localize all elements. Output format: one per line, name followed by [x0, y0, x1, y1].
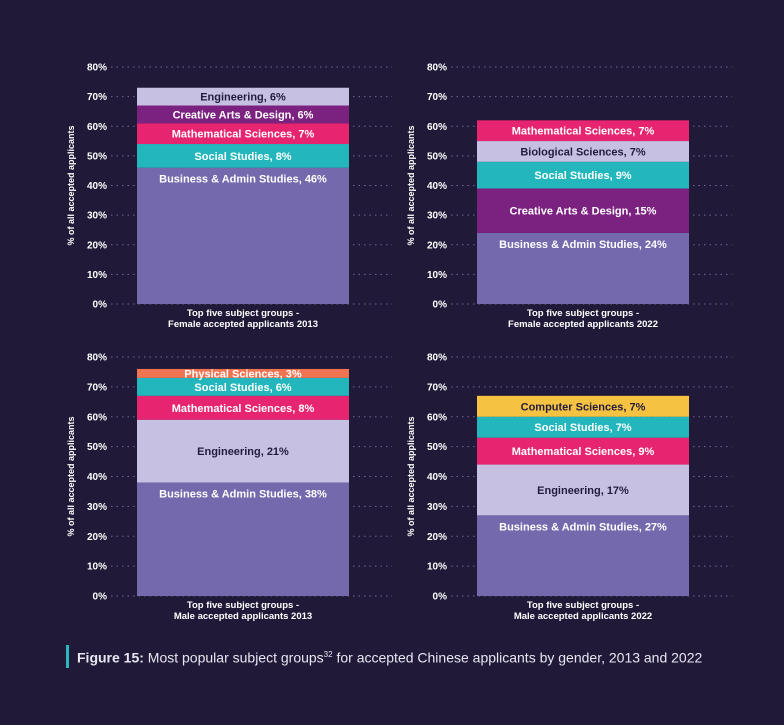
- chart-subtitle: Top five subject groups -: [187, 308, 299, 319]
- data-label: Mathematical Sciences, 9%: [512, 446, 655, 458]
- y-tick-label: 40%: [87, 181, 107, 192]
- data-label: Social Studies, 9%: [534, 170, 631, 182]
- y-tick-label: 30%: [427, 502, 447, 513]
- y-tick-label: 60%: [427, 122, 447, 133]
- y-tick-label: 10%: [87, 562, 107, 573]
- y-tick-label: 0%: [433, 592, 448, 603]
- y-tick-label: 60%: [87, 412, 107, 423]
- data-label: Computer Sciences, 7%: [521, 401, 646, 413]
- data-label: Business & Admin Studies, 46%: [159, 174, 327, 186]
- y-tick-label: 40%: [87, 472, 107, 483]
- chart-subtitle: Top five subject groups -: [527, 308, 639, 319]
- data-label: Social Studies, 7%: [534, 422, 631, 434]
- y-axis-label: % of all accepted applicants: [406, 416, 416, 536]
- data-label: Business & Admin Studies, 24%: [499, 239, 667, 251]
- caption-text-after: for accepted Chinese applicants by gende…: [332, 649, 703, 666]
- chart-subtitle: Top five subject groups -: [527, 600, 639, 611]
- y-tick-label: 40%: [427, 181, 447, 192]
- y-tick-label: 50%: [427, 151, 447, 162]
- caption-text: Most popular subject groups: [147, 649, 324, 666]
- bar-segment: [477, 437, 689, 465]
- y-tick-label: 50%: [427, 442, 447, 453]
- bar-segment: [137, 167, 349, 304]
- data-label: Creative Arts & Design, 6%: [173, 109, 314, 121]
- data-label: Business & Admin Studies, 38%: [159, 488, 327, 500]
- y-tick-label: 70%: [87, 382, 107, 393]
- y-tick-label: 10%: [427, 562, 447, 573]
- chart-subtitle: Female accepted applicants 2022: [508, 319, 658, 330]
- bar-segment: [477, 141, 689, 162]
- y-axis-label: % of all accepted applicants: [66, 416, 76, 536]
- y-tick-label: 20%: [427, 240, 447, 251]
- bar-segment: [477, 464, 689, 516]
- y-tick-label: 50%: [87, 442, 107, 453]
- data-label: Physical Sciences, 3%: [184, 368, 302, 380]
- y-tick-label: 30%: [87, 502, 107, 513]
- caption-footnote: 32: [323, 650, 333, 659]
- bar-segment: [137, 482, 349, 596]
- data-label: Social Studies, 8%: [194, 151, 291, 163]
- y-tick-label: 20%: [427, 532, 447, 543]
- y-tick-label: 80%: [427, 63, 447, 74]
- bar-segment: [137, 144, 349, 168]
- bar-segment: [477, 416, 689, 438]
- chart-subtitle: Female accepted applicants 2013: [168, 319, 318, 330]
- y-tick-label: 70%: [427, 382, 447, 393]
- chart-subtitle: Male accepted applicants 2022: [514, 611, 652, 622]
- bar-segment: [477, 232, 689, 304]
- y-tick-label: 0%: [93, 592, 108, 603]
- bar-segment: [477, 188, 689, 233]
- data-label: Mathematical Sciences, 7%: [512, 126, 655, 138]
- caption-label: Figure 15:: [77, 649, 144, 666]
- y-tick-label: 20%: [87, 240, 107, 251]
- bar-segment: [137, 87, 349, 106]
- y-tick-label: 50%: [87, 151, 107, 162]
- chart-subtitle: Top five subject groups -: [187, 600, 299, 611]
- data-label: Business & Admin Studies, 27%: [499, 521, 667, 533]
- y-tick-label: 80%: [87, 63, 107, 74]
- data-label: Engineering, 21%: [197, 446, 289, 458]
- bar-segment: [477, 395, 689, 417]
- y-tick-label: 30%: [427, 211, 447, 222]
- bar-segment: [137, 123, 349, 145]
- figure-caption: Figure 15: Most popular subject groups32…: [66, 645, 702, 668]
- y-tick-label: 0%: [433, 300, 448, 311]
- bar-segment: [137, 105, 349, 124]
- bar-segment: [137, 377, 349, 396]
- y-tick-label: 60%: [87, 122, 107, 133]
- bar-segment: [137, 368, 349, 378]
- y-tick-label: 60%: [427, 412, 447, 423]
- y-tick-label: 0%: [93, 300, 108, 311]
- bar-segment: [477, 120, 689, 142]
- y-tick-label: 70%: [87, 92, 107, 103]
- y-tick-label: 40%: [427, 472, 447, 483]
- y-axis-label: % of all accepted applicants: [406, 125, 416, 245]
- y-tick-label: 30%: [87, 211, 107, 222]
- data-label: Creative Arts & Design, 15%: [510, 206, 657, 218]
- y-tick-label: 80%: [87, 353, 107, 364]
- y-tick-label: 10%: [427, 270, 447, 281]
- bar-segment: [137, 395, 349, 420]
- y-axis-label: % of all accepted applicants: [66, 125, 76, 245]
- data-label: Biological Sciences, 7%: [520, 146, 646, 158]
- y-tick-label: 20%: [87, 532, 107, 543]
- bar-segment: [477, 515, 689, 596]
- data-label: Engineering, 6%: [200, 92, 286, 104]
- y-tick-label: 70%: [427, 92, 447, 103]
- data-label: Mathematical Sciences, 7%: [172, 129, 315, 141]
- data-label: Engineering, 17%: [537, 485, 629, 497]
- y-tick-label: 80%: [427, 353, 447, 364]
- data-label: Social Studies, 6%: [194, 382, 291, 394]
- bar-segment: [477, 161, 689, 189]
- bar-segment: [137, 419, 349, 483]
- data-label: Mathematical Sciences, 8%: [172, 403, 315, 415]
- chart-subtitle: Male accepted applicants 2013: [174, 611, 312, 622]
- y-tick-label: 10%: [87, 270, 107, 281]
